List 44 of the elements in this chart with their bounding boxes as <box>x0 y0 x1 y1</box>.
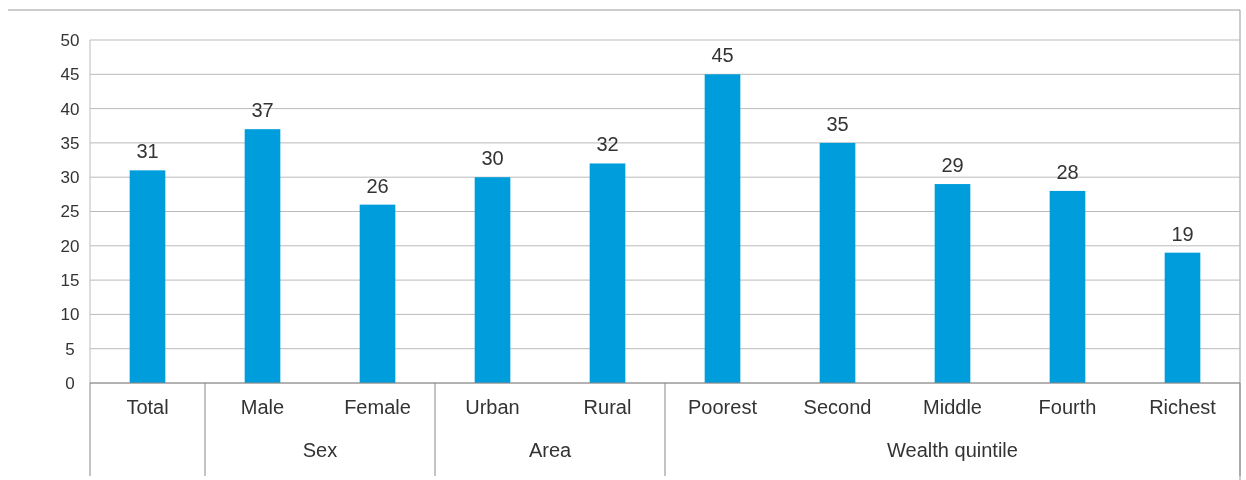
bar <box>129 170 166 383</box>
bar <box>704 74 741 383</box>
x-tick-label: Fourth <box>1038 395 1097 418</box>
x-tick-label: Richest <box>1149 395 1217 418</box>
bar <box>474 177 511 383</box>
y-tick-label: 30 <box>60 168 80 188</box>
y-tick-label: 10 <box>60 305 80 325</box>
data-label: 32 <box>596 133 619 156</box>
y-tick-label: 35 <box>60 133 80 153</box>
y-tick-label: 0 <box>65 373 75 393</box>
y-tick-label: 15 <box>60 271 80 291</box>
y-tick-label: 45 <box>60 65 80 85</box>
x-tick-label: Second <box>803 395 872 418</box>
bar <box>589 163 626 383</box>
x-tick-label: Female <box>344 395 411 418</box>
x-tick-label: Rural <box>583 395 632 418</box>
x-tick-label: Urban <box>465 395 520 418</box>
data-label: 30 <box>481 147 504 170</box>
bar <box>819 142 856 383</box>
y-tick-label: 25 <box>60 202 80 222</box>
y-tick-label: 50 <box>60 30 80 50</box>
bar <box>1164 252 1201 383</box>
data-label: 31 <box>136 140 159 163</box>
x-tick-label: Total <box>126 395 169 418</box>
x-tick-label: Male <box>240 395 285 418</box>
x-tick-label: Middle <box>923 395 982 418</box>
data-label: 37 <box>251 99 274 122</box>
data-label: 26 <box>366 174 389 197</box>
x-tick-label: Poorest <box>688 395 758 418</box>
bar <box>1049 190 1086 383</box>
text: Area <box>528 439 572 461</box>
data-label: 29 <box>941 154 964 177</box>
data-label: 28 <box>1056 160 1079 183</box>
bar <box>244 129 281 383</box>
y-tick-label: 5 <box>65 339 75 359</box>
text: Sex <box>302 439 338 461</box>
y-tick-label: 40 <box>60 99 80 119</box>
y-tick-label: 20 <box>60 236 80 256</box>
data-label: 19 <box>1171 222 1194 245</box>
bar <box>359 204 396 383</box>
bar <box>934 184 971 383</box>
data-label: 35 <box>826 112 849 135</box>
data-label: 45 <box>711 44 734 67</box>
text: Wealth quintile <box>887 439 1018 461</box>
